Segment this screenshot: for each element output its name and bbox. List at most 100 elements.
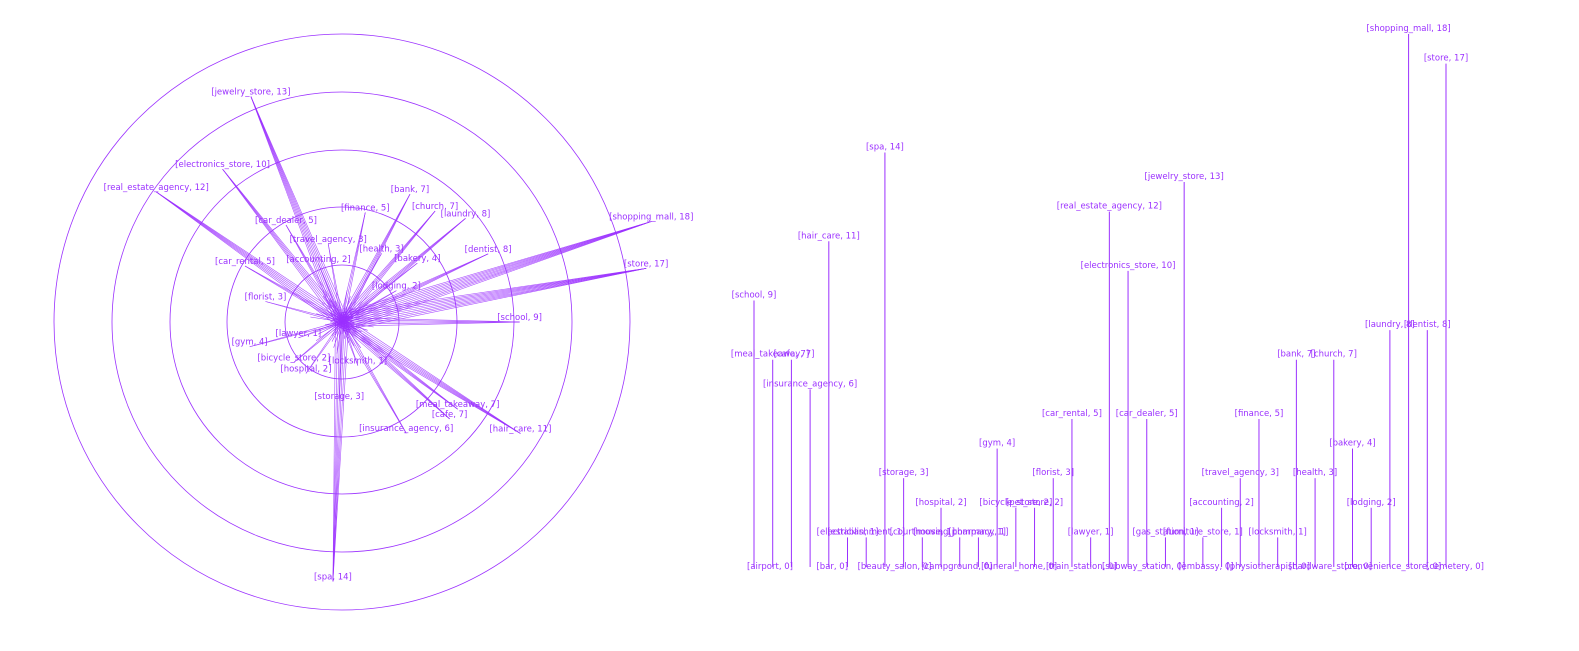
radial-spoke-jewelry_store	[250, 96, 337, 325]
baseline-label-airport-0: [airport, 0]	[747, 562, 793, 572]
radial-hub-spoke	[341, 314, 364, 323]
radial-spoke-jewelry_store	[250, 96, 349, 320]
radial-hub-spoke	[336, 321, 343, 354]
baseline-label-campground-0: [campground, 0]	[921, 562, 992, 572]
radial-spoke-jewelry_store	[250, 96, 347, 321]
radial-spoke-car_dealer	[285, 224, 345, 322]
lollipop-label-courthouse-1: [courthouse, 1]	[890, 527, 955, 537]
lollipop-label-store-17: [store, 17]	[1424, 54, 1468, 64]
radial-hub-spoke	[322, 311, 343, 323]
radial-hub-spoke	[341, 302, 353, 323]
lollipop-label-travel-agency-3: [travel_agency, 3]	[1202, 468, 1279, 478]
radial-hub-spoke	[341, 309, 367, 323]
radial-spoke-real_estate_agency	[156, 191, 343, 322]
lollipop-label-furniture-store-1: [furniture_store, 1]	[1163, 527, 1243, 537]
radial-hub-spoke	[310, 316, 343, 323]
radial-hub-spoke	[334, 300, 343, 323]
radial-spoke-shopping_mall	[343, 221, 652, 327]
radial-spoke-shopping_mall	[340, 221, 652, 319]
radial-spoke-school	[341, 321, 520, 327]
lollipop-label-car-dealer-5: [car_dealer, 5]	[1116, 409, 1178, 419]
radial-spoke-store	[343, 268, 647, 329]
lollipop-label-hair-care-11: [hair_care, 11]	[798, 231, 860, 241]
lollipop-label-florist-3: [florist, 3]	[1032, 468, 1074, 478]
lollipop-label-locksmith-1: [locksmith, 1]	[1248, 527, 1306, 537]
radial-spoke-jewelry_store	[250, 96, 339, 324]
radial-spoke-store	[341, 268, 647, 321]
radial-spoke-laundry	[343, 218, 466, 325]
baseline-label-beauty-salon-0: [beauty_salon, 0]	[858, 562, 932, 572]
radial-spoke-school	[341, 317, 520, 323]
radial-label-laundry: [laundry, 8]	[441, 209, 491, 219]
radial-label-spa: [spa, 14]	[314, 572, 352, 582]
lollipop-label-establishment-1: [establishment, 1]	[827, 527, 905, 537]
radial-spoke-store	[341, 268, 647, 318]
radial-spoke-store	[341, 268, 647, 323]
baseline-label-bar-0: [bar, 0]	[816, 562, 848, 572]
radial-spoke-car_rental	[244, 265, 342, 325]
radial-spoke-store	[340, 268, 647, 314]
radial-spoke-spa	[332, 322, 345, 582]
radial-spoke-store	[342, 268, 647, 325]
lollipop-sticks	[753, 34, 1447, 567]
radial-spoke-spa	[332, 321, 338, 582]
lollipop-label-lodging-2: [lodging, 2]	[1347, 498, 1396, 508]
radial-hub-spoke	[341, 319, 359, 323]
radial-label-accounting: [accounting, 2]	[286, 255, 350, 265]
radial-label-bicycle_store: [bicycle_store, 2]	[257, 353, 330, 363]
lollipop-label-bicycle-store-2: [bicycle_store, 2]	[979, 498, 1052, 508]
radial-spoke-shopping_mall	[339, 221, 652, 317]
baseline-label-cemetery-0: [cemetery, 0]	[1426, 562, 1484, 572]
radial-spoke-locksmith	[340, 322, 359, 366]
radial-hub-spoke	[341, 321, 355, 347]
radial-hub-spoke	[322, 295, 343, 323]
radial-hub-spoke	[317, 321, 343, 335]
radial-spoke-bakery	[342, 262, 418, 324]
radial-label-dentist: [dentist, 8]	[465, 245, 512, 255]
radial-spoke-bank	[338, 194, 411, 321]
radial-spoke-spa	[332, 321, 341, 582]
radial-hub-spoke	[328, 311, 343, 323]
radial-spoke-florist	[265, 301, 342, 324]
radial-label-car_dealer: [car_dealer, 5]	[255, 216, 317, 226]
lollipop-label-laundry-8: [laundry, 8]	[1365, 320, 1415, 330]
radial-spoke-store	[340, 268, 647, 316]
radial-label-health: [health, 3]	[359, 244, 403, 254]
radial-label-lawyer: [lawyer, 1]	[276, 329, 322, 339]
radial-spoke-laundry	[342, 218, 466, 324]
radial-hub-spoke	[329, 297, 343, 323]
radial-hub-spoke	[331, 321, 343, 342]
baseline-label-funeral-home-0: [funeral_home, 0]	[981, 562, 1057, 572]
radial-hub-spoke	[316, 313, 343, 323]
radial-hub-spoke	[341, 321, 362, 349]
radial-spoke-bank	[340, 194, 411, 322]
radial-spoke-church	[344, 210, 436, 325]
radial-labels: [shopping_mall, 18] [store, 17] [school, 9…	[104, 88, 694, 583]
radial-spoke-insurance_agency	[343, 320, 407, 434]
lollipop-label-hospital-2: [hospital, 2]	[915, 498, 966, 508]
radial-spoke-dentist	[343, 253, 489, 326]
radial-hub-spoke	[341, 321, 350, 344]
radial-spoke-electronics_store	[222, 168, 346, 320]
radial-spoke-school	[341, 319, 520, 323]
radial-hub-spoke	[339, 305, 343, 323]
radial-spoke-hair_care	[343, 318, 521, 434]
lollipop-label-car-rental-5: [car_rental, 5]	[1042, 409, 1102, 419]
baseline-label-hardware-store-0: [hardware_store, 0]	[1289, 562, 1372, 572]
radial-label-store: [store, 17]	[624, 259, 668, 269]
radial-spoke-jewelry_store	[250, 96, 341, 323]
radial-spoke-church	[342, 210, 436, 323]
radial-spoke-hair_care	[340, 324, 521, 434]
radial-spoke-real_estate_agency	[156, 191, 341, 325]
radial-label-church: [church, 7]	[412, 202, 458, 212]
lollipop-label-accounting-2: [accounting, 2]	[1189, 498, 1253, 508]
lollipop-label-jewelry-store-13: [jewelry_store, 13]	[1145, 172, 1224, 182]
radial-spoke-spa	[332, 321, 343, 582]
radial-hub-spoke	[320, 321, 343, 330]
radial-spoke-cafe	[339, 324, 450, 420]
radial-label-hospital: [hospital, 2]	[280, 364, 331, 374]
radial-spoke-electronics_store	[222, 168, 341, 324]
radial-spoke-hair_care	[344, 317, 521, 434]
radial-label-insurance_agency: [insurance_agency, 6]	[359, 424, 453, 434]
radial-label-lodging: [lodging, 2]	[372, 282, 421, 292]
